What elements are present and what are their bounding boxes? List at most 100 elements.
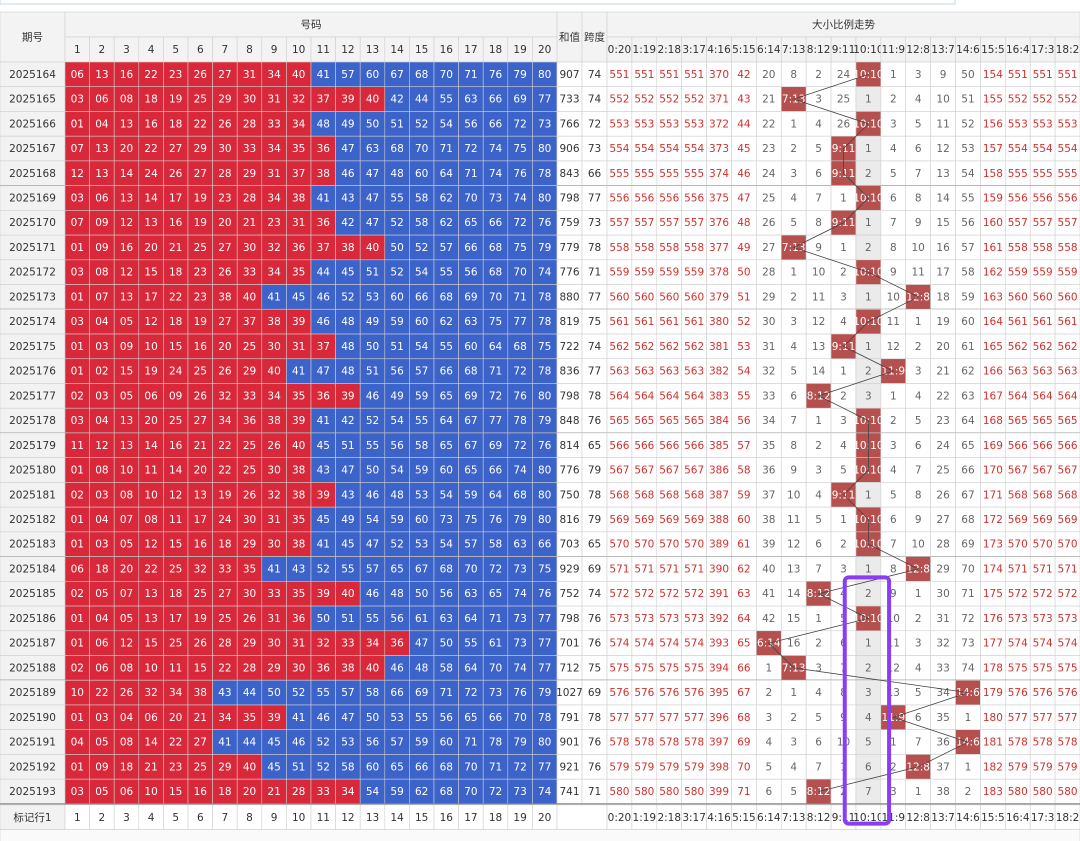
trend-omission: 62 — [961, 366, 974, 378]
number: 40 — [267, 366, 280, 378]
trend-omission: 55 — [961, 193, 974, 205]
trend-omission: 38 — [762, 514, 775, 526]
trend-omission-bg — [706, 308, 732, 335]
trend-omission: 41 — [762, 588, 775, 600]
trend-omission: 573 — [1033, 613, 1053, 625]
number: 74 — [489, 143, 503, 155]
number: 66 — [415, 761, 429, 773]
number-bg — [64, 457, 90, 483]
number: 16 — [144, 118, 158, 130]
number: 27 — [194, 737, 207, 749]
trend-omission: 74 — [961, 662, 975, 674]
sum: 906 — [559, 143, 579, 155]
number-bg — [212, 308, 238, 335]
trend-omission: 577 — [634, 712, 654, 724]
number: 38 — [317, 168, 330, 180]
trend-omission: 2 — [890, 761, 897, 773]
trend-omission-bg — [880, 160, 907, 186]
number: 34 — [218, 415, 232, 427]
number: 08 — [120, 662, 133, 674]
trend-omission: 5 — [865, 737, 872, 749]
number: 35 — [292, 390, 305, 402]
number: 76 — [513, 390, 527, 402]
number: 70 — [464, 563, 477, 575]
trend-omission: 391 — [709, 588, 729, 600]
number-bg — [286, 358, 312, 384]
trend-omission-bg — [706, 729, 732, 755]
number: 52 — [317, 737, 330, 749]
number-bg — [163, 407, 189, 434]
trend-omission-bg — [656, 284, 682, 310]
trend-omission: 2 — [815, 440, 822, 452]
number: 38 — [218, 291, 231, 303]
number: 23 — [218, 193, 231, 205]
number-bg — [261, 284, 287, 310]
issue-bg — [0, 333, 66, 360]
trend-omission: 4 — [790, 761, 797, 773]
number-bg — [163, 160, 189, 186]
trend-omission: 51 — [961, 94, 974, 106]
trend-omission: 23 — [762, 143, 775, 155]
footer-ratio: 7:13 — [782, 812, 806, 824]
number-bg — [507, 457, 533, 483]
trend-omission-bg — [681, 655, 707, 681]
trend-omission: 24 — [936, 440, 950, 452]
trend-omission-bg — [731, 333, 757, 360]
trend-omission: 556 — [659, 193, 679, 205]
trend-omission-bg — [656, 581, 682, 607]
number-bg — [359, 679, 386, 706]
trend-omission: 580 — [609, 786, 629, 798]
number-bg — [236, 754, 263, 780]
trend-omission: 19 — [936, 316, 949, 328]
number-bg — [187, 581, 213, 607]
trend-omission-bg — [780, 358, 807, 384]
number: 42 — [390, 94, 403, 106]
number: 40 — [292, 440, 305, 452]
number: 01 — [71, 638, 84, 650]
footer-number: 4 — [148, 812, 155, 824]
trend-omission-bg — [681, 729, 707, 755]
trend-omission-bg — [731, 135, 757, 162]
trend-omission: 66 — [737, 662, 751, 674]
trend-omission: 566 — [1008, 440, 1028, 452]
trend-omission-bg — [905, 457, 931, 483]
trend-hit: 14:6 — [956, 737, 980, 749]
issue: 2025186 — [9, 613, 56, 625]
sum-bg — [556, 259, 583, 285]
number: 40 — [341, 588, 354, 600]
number: 26 — [218, 366, 232, 378]
trend-omission-bg — [606, 284, 633, 310]
number-bg — [384, 61, 410, 88]
trend-omission: 571 — [659, 563, 679, 575]
trend-omission: 395 — [709, 687, 729, 699]
number: 22 — [218, 440, 231, 452]
trend-omission: 568 — [609, 489, 629, 501]
number: 69 — [464, 291, 477, 303]
trend-omission: 552 — [634, 94, 654, 106]
number-bg — [163, 284, 189, 310]
trend-omission-bg — [805, 605, 832, 632]
trend-omission-bg — [905, 729, 931, 755]
number: 62 — [440, 217, 453, 229]
number: 19 — [218, 489, 231, 501]
footer-number: 6 — [197, 812, 204, 824]
span: 75 — [588, 316, 601, 328]
trend-omission: 25 — [837, 94, 850, 106]
number-bg — [261, 581, 287, 607]
trend-omission: 552 — [1058, 94, 1078, 106]
trend-omission: 551 — [609, 69, 629, 81]
number: 37 — [317, 242, 330, 254]
trend-omission-bg — [980, 729, 1006, 755]
number: 76 — [538, 217, 552, 229]
span: 66 — [588, 168, 602, 180]
number: 46 — [317, 316, 331, 328]
trend-omission-bg — [606, 457, 633, 483]
number: 65 — [464, 712, 477, 724]
trend-omission: 26 — [837, 118, 851, 130]
footer-ratio-bg — [955, 804, 981, 830]
number: 06 — [95, 662, 109, 674]
number-bg — [212, 160, 238, 186]
footer-number: 10 — [292, 812, 305, 824]
number: 32 — [317, 638, 330, 650]
trend-omission-bg — [606, 556, 633, 582]
